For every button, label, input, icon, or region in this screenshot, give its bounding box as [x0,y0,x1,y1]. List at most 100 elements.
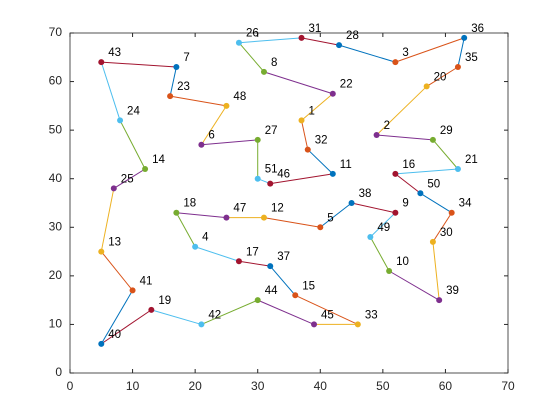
city-label: 4 [202,232,209,244]
city-point [429,136,436,143]
route-segment [432,139,459,170]
route-segment [100,188,115,252]
city-label: 24 [127,105,140,117]
route-segment [295,294,359,325]
city-point [367,234,374,240]
route-segment [432,212,453,243]
city-point [198,321,205,328]
city-point [267,180,274,187]
city-label: 36 [471,23,484,35]
city-label: 21 [465,154,478,166]
y-tick-label: 60 [49,74,63,88]
city-point [254,297,261,304]
city-label: 20 [434,71,447,83]
city-label: 40 [108,329,121,341]
city-point [329,170,336,177]
city-point [311,321,318,328]
route-segment [301,37,340,46]
route-segment [395,37,465,63]
city-label: 39 [446,285,459,297]
city-point [336,42,343,49]
route-segment [369,212,396,238]
city-label: 10 [396,256,409,268]
city-label: 19 [158,295,171,307]
city-point [298,117,305,124]
city-point [329,90,336,97]
city-point [317,224,324,231]
city-label: 37 [277,251,290,263]
city-label: 11 [340,159,352,171]
city-label: 31 [309,23,322,35]
city-point [260,68,267,75]
city-point [448,209,455,216]
city-point [373,132,380,138]
route-segment [426,66,459,87]
city-point [292,292,299,299]
route-segment [170,95,227,107]
route-segment [257,299,315,325]
city-label: 44 [265,285,278,297]
city-label: 16 [402,159,415,171]
city-point [454,64,461,70]
city-point [429,238,436,245]
route-segment [307,149,334,175]
city-point [110,185,117,192]
city-label: 46 [277,169,290,181]
city-point [129,287,136,294]
city-point [260,214,267,221]
route-segment [238,260,271,267]
city-label: 3 [402,47,408,59]
route-segment [238,37,302,44]
x-tick-label: 40 [314,379,328,393]
city-point [223,102,230,109]
city-label: 41 [140,275,153,287]
route-segment [388,270,440,301]
route-segment [119,120,146,170]
city-label: 18 [183,198,196,210]
city-point [142,166,149,172]
x-tick-label: 0 [67,379,74,393]
city-point [98,59,105,66]
city-point [454,166,461,172]
y-tick-label: 30 [49,219,63,233]
route-segment [351,202,396,214]
route-segment [200,105,227,145]
route-segment [376,86,428,136]
route-segment [395,173,421,194]
route-segment [395,168,458,175]
city-point [98,248,105,255]
city-label: 17 [246,246,259,258]
city-point [254,136,261,143]
city-point [392,170,399,177]
city-label: 5 [327,212,333,224]
route-segment [175,212,196,247]
city-label: 13 [108,237,121,249]
city-label: 47 [233,203,246,215]
city-point [235,39,242,46]
x-tick-label: 30 [251,379,265,393]
city-label: 48 [233,91,246,103]
city-point [198,141,205,148]
city-point [167,93,174,100]
x-tick-label: 20 [188,379,202,393]
y-tick-label: 50 [49,122,63,136]
city-point [436,297,443,304]
city-label: 43 [108,47,121,59]
city-point [235,258,242,265]
y-tick-label: 10 [49,317,63,331]
route-segment [101,61,177,68]
y-tick-label: 40 [49,171,63,185]
route-segment [369,236,390,272]
city-label: 30 [440,227,453,239]
city-label: 27 [265,125,278,137]
city-label: 25 [121,173,134,185]
city-point [386,268,393,274]
y-tick-label: 70 [49,25,63,39]
x-tick-label: 50 [376,379,390,393]
city-point [304,146,311,153]
y-tick-label: 0 [55,365,62,379]
city-point [254,175,261,182]
city-label: 23 [177,81,190,93]
route-segment [100,61,121,121]
